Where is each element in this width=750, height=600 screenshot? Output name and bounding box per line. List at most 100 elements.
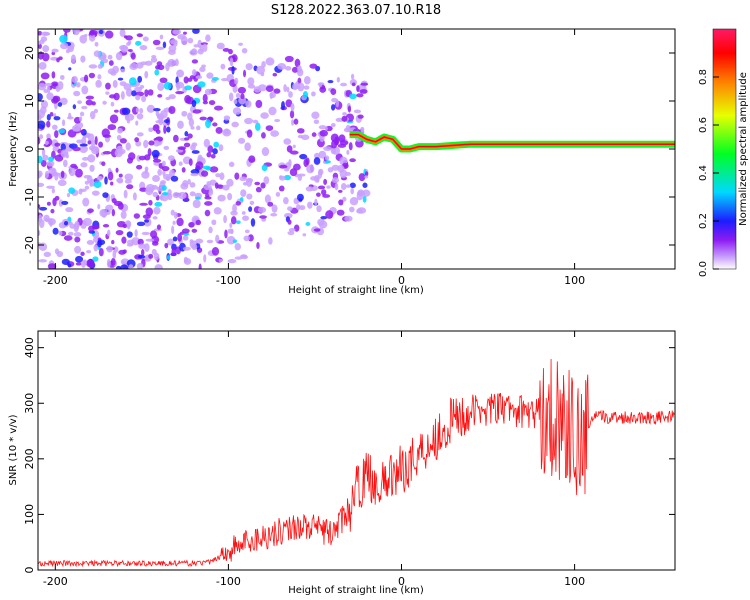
spectrogram-cell — [50, 208, 55, 214]
spectrogram-cell — [102, 150, 112, 155]
spectrogram-cell — [362, 182, 368, 188]
spectrogram-cell — [187, 37, 194, 44]
spectrogram-cell — [190, 169, 200, 175]
spectrogram-cell — [241, 254, 248, 260]
spectrogram-cell — [306, 164, 315, 174]
spectrogram-cell — [119, 29, 126, 37]
spectrogram-cell — [125, 142, 131, 151]
spectrogram-cell — [104, 176, 108, 185]
spectrogram-cell — [174, 58, 179, 67]
spectrogram-cell — [229, 57, 234, 67]
spectrogram-cell — [154, 201, 163, 207]
spectrogram-cell — [311, 91, 316, 97]
spectrogram-cell — [214, 182, 219, 189]
spectrogram-cell — [74, 168, 83, 178]
spectrogram-cell — [51, 71, 56, 79]
spectrogram-cell — [135, 140, 142, 147]
spectrogram-cell — [313, 157, 321, 165]
spectrogram-cell — [166, 255, 171, 260]
spectrogram-cell — [60, 42, 69, 50]
spectrogram-cell — [52, 197, 57, 207]
spectrogram-cell — [208, 189, 213, 195]
spectrogram-cell — [56, 250, 64, 258]
spectrogram-cell — [242, 215, 249, 221]
spectrogram-cell — [154, 69, 160, 76]
spectrogram-cell — [256, 65, 265, 75]
spectrogram-cell — [144, 219, 149, 223]
spectrogram-cell — [106, 245, 113, 253]
spectrogram-cell — [240, 93, 245, 100]
spectrogram-cell — [46, 160, 55, 167]
spectrogram-cell — [95, 79, 102, 88]
spectrogram-cell — [57, 102, 63, 107]
spectrogram-cell — [75, 82, 81, 88]
spectrogram-cell — [261, 164, 268, 172]
spectrogram-cell — [349, 206, 355, 213]
spectrogram-cell — [319, 86, 327, 93]
spectrogram-cell — [153, 252, 160, 261]
spectrogram-cell — [135, 40, 142, 46]
spectrogram-cell — [244, 142, 251, 152]
spectrogram-cell — [84, 180, 90, 185]
spectrogram-cell — [235, 201, 242, 206]
spectrogram-cell — [224, 229, 228, 239]
spectrogram-cell — [305, 222, 311, 226]
spectrogram-cell — [54, 130, 59, 139]
spectrogram-cell — [144, 89, 149, 97]
carrier-trace-core — [349, 133, 675, 150]
snr-x-tick-label: 100 — [564, 575, 585, 588]
spectrogram-cell — [204, 196, 212, 200]
spectrogram-cell — [74, 221, 80, 230]
spectrogram-cell — [270, 213, 278, 217]
spectrogram-cell — [318, 125, 327, 130]
spectrogram-cell — [157, 168, 163, 176]
spectrogram-cell — [42, 52, 50, 62]
spectrogram-cell — [126, 184, 134, 190]
spectrogram-cell — [158, 116, 164, 126]
spectrogram-cell — [220, 63, 226, 70]
spectrogram-cell — [38, 109, 45, 119]
spectrogram-cell — [79, 116, 83, 122]
spectrogram-cell — [331, 139, 338, 149]
spectrogram-cell — [167, 238, 174, 246]
spectrogram-y-tick-label: -20 — [23, 236, 36, 254]
spectrogram-cell — [38, 204, 41, 209]
spectrogram-cell — [175, 81, 185, 89]
spectrogram-cell — [78, 188, 83, 195]
spectrogram-cell — [196, 125, 201, 131]
spectrogram-cell — [131, 90, 137, 97]
spectrogram-cell — [86, 250, 92, 254]
spectrogram-cell — [349, 158, 356, 163]
spectrogram-cell — [38, 182, 45, 187]
spectrogram-cell — [107, 229, 111, 237]
spectrogram-cell — [52, 83, 58, 87]
snr-x-tick-label: -100 — [216, 575, 241, 588]
spectrogram-cell — [49, 111, 54, 117]
spectrogram-cell — [171, 247, 176, 257]
spectrogram-cell — [81, 85, 89, 95]
spectrogram-cell — [82, 197, 90, 207]
spectrogram-cell — [123, 189, 128, 199]
spectrogram-cell — [211, 247, 220, 256]
spectrogram-cell — [193, 44, 199, 48]
spectrogram-cell — [309, 63, 318, 69]
spectrogram-cell — [287, 230, 295, 236]
spectrogram-cell — [331, 97, 338, 103]
spectrogram-cell — [232, 239, 238, 243]
spectrogram-cell — [81, 136, 87, 146]
spectrogram-cell — [120, 90, 125, 100]
spectrogram-cell — [318, 150, 327, 159]
spectrogram-cell — [288, 91, 293, 98]
spectrogram-cell — [152, 191, 159, 198]
spectrogram-cell — [247, 84, 256, 89]
spectrogram-cell — [110, 181, 114, 186]
spectrogram-cell — [331, 146, 341, 155]
spectrogram-cell — [145, 183, 155, 193]
spectrogram-cell — [281, 100, 285, 110]
colorbar — [712, 28, 737, 270]
spectrogram-cell — [357, 207, 367, 214]
spectrogram-cell — [115, 167, 119, 173]
spectrogram-cell — [136, 164, 143, 170]
spectrogram-y-tick-label: -10 — [23, 188, 36, 206]
spectrogram-cell — [113, 109, 119, 113]
